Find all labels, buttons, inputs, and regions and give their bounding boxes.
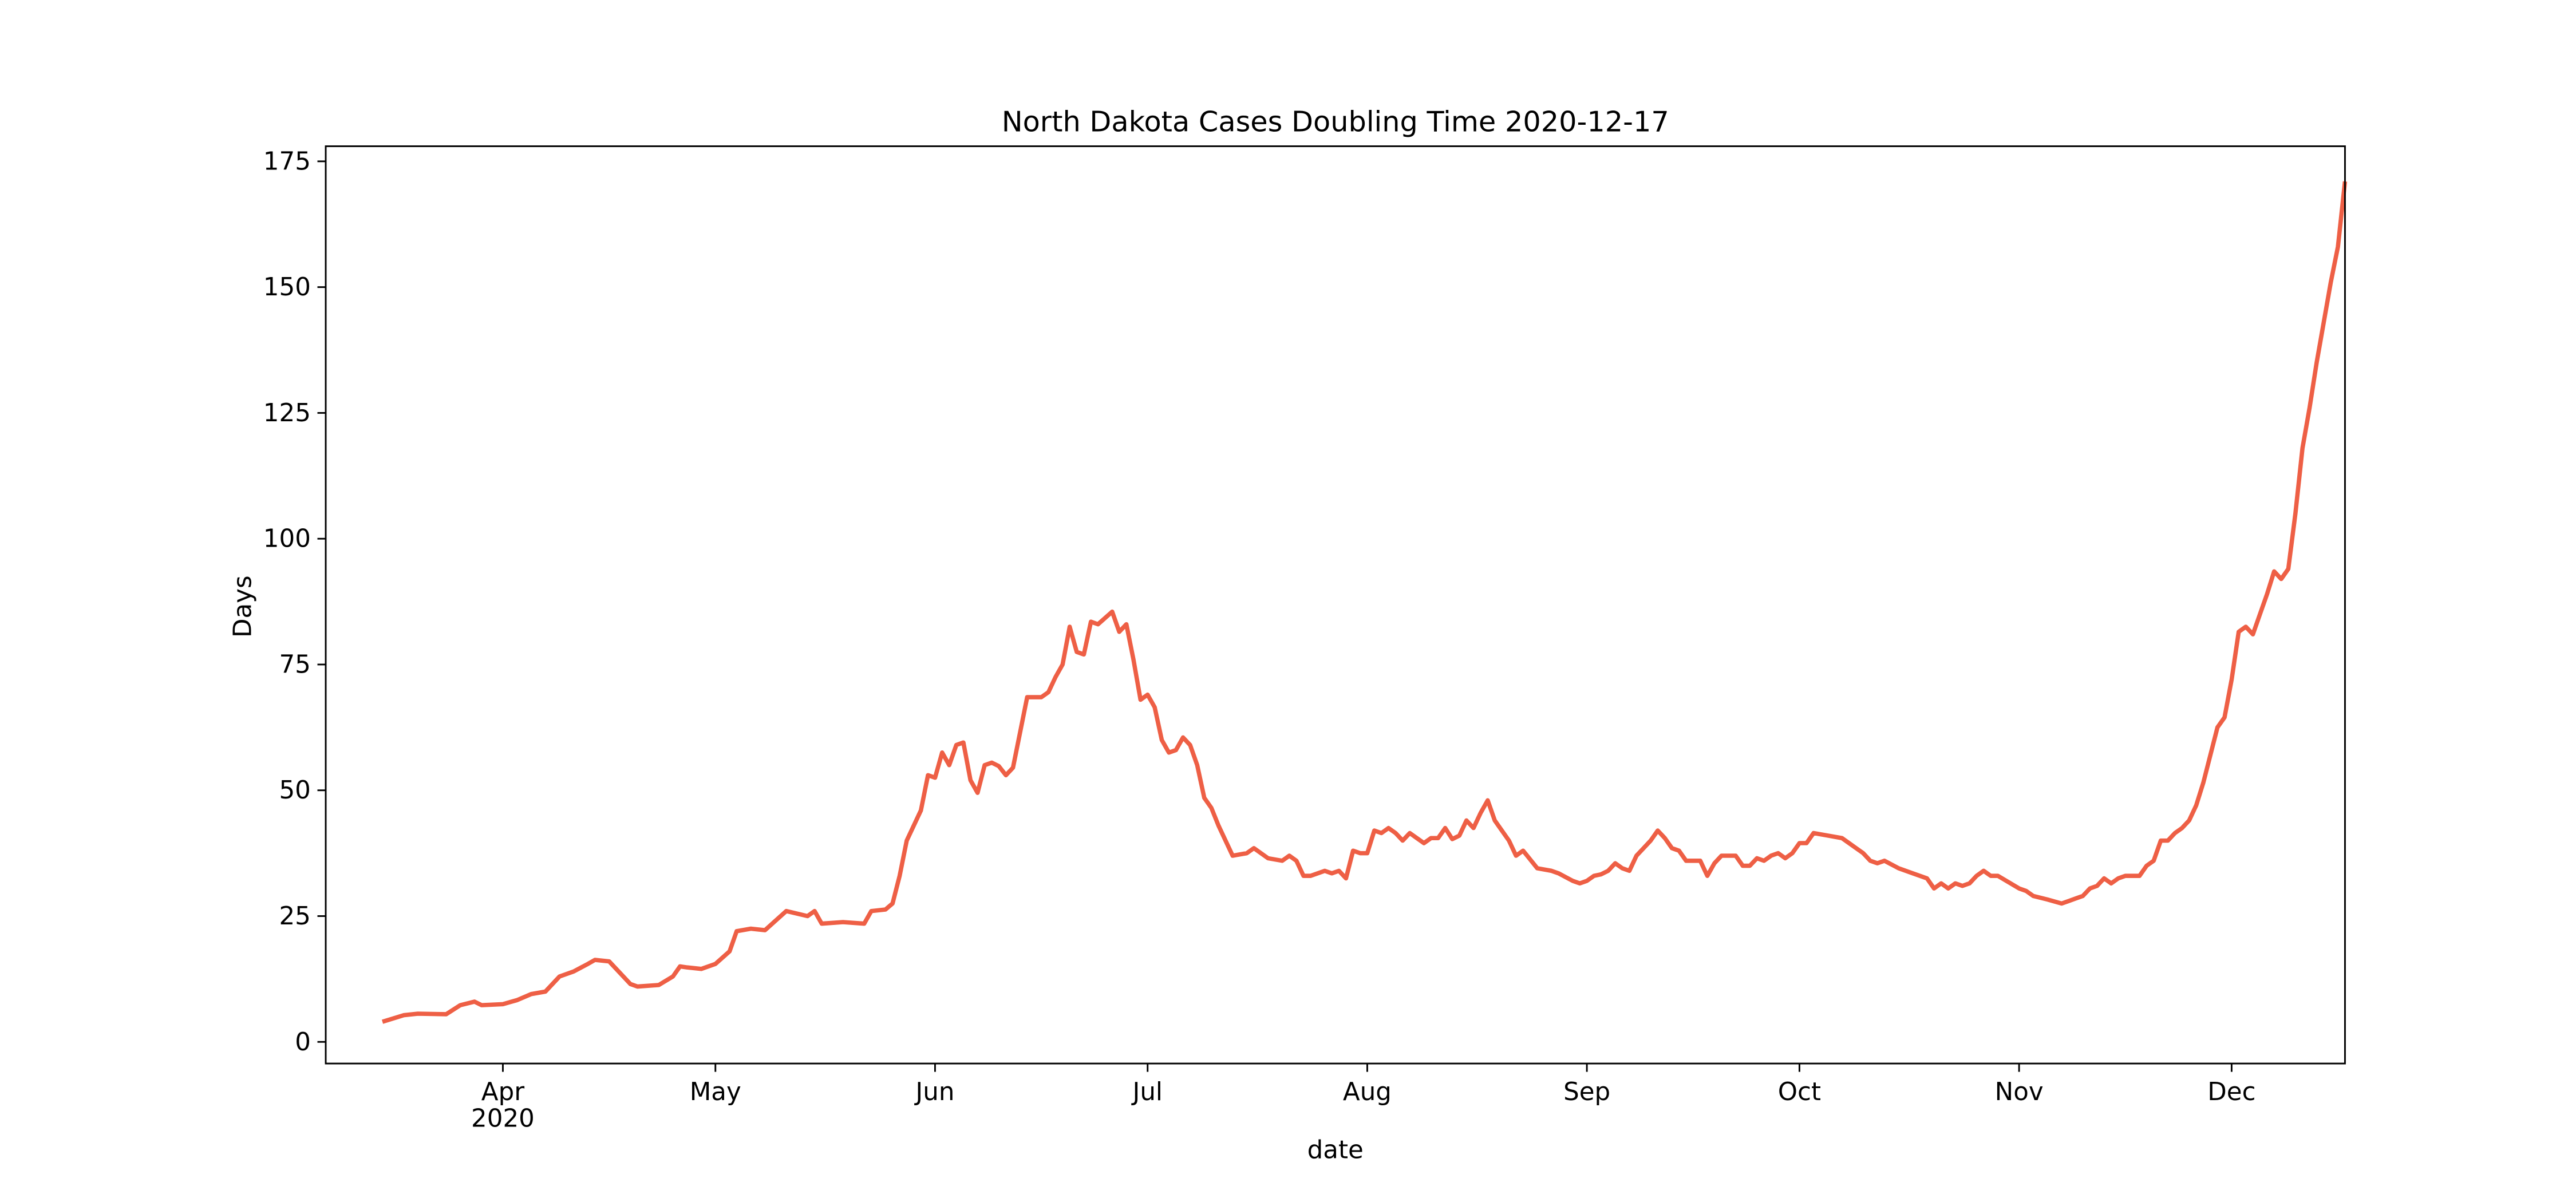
y-axis-label: Days [228, 575, 257, 638]
y-tick-label: 175 [263, 147, 311, 176]
x-tick-label: Oct [1778, 1078, 1821, 1106]
y-tick-label: 100 [263, 525, 311, 553]
x-tick-label: Sep [1563, 1078, 1610, 1106]
x-tick-label: Apr 2020 [471, 1078, 535, 1133]
y-tick-label: 150 [263, 273, 311, 302]
x-axis-label: date [1307, 1136, 1364, 1165]
data-line [381, 181, 2348, 1024]
y-tick-label: 25 [279, 902, 310, 931]
x-tick-label: May [690, 1078, 741, 1106]
y-tick-label: 50 [279, 776, 310, 805]
plot-frame [325, 145, 2346, 1065]
y-tick-label: 75 [279, 650, 310, 679]
x-tick-label: Nov [1995, 1078, 2044, 1106]
x-tick-label: Jul [1131, 1078, 1163, 1106]
x-tick-label: Jun [914, 1078, 954, 1106]
chart-title: North Dakota Cases Doubling Time 2020-12… [1002, 105, 1669, 138]
y-tick-label: 0 [295, 1028, 311, 1057]
y-tick-label: 125 [263, 399, 311, 428]
x-tick-label: Aug [1343, 1078, 1392, 1106]
x-tick-label: Dec [2207, 1078, 2255, 1106]
